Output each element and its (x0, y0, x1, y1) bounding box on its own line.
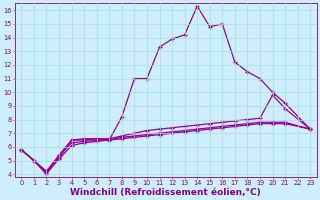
X-axis label: Windchill (Refroidissement éolien,°C): Windchill (Refroidissement éolien,°C) (70, 188, 261, 197)
